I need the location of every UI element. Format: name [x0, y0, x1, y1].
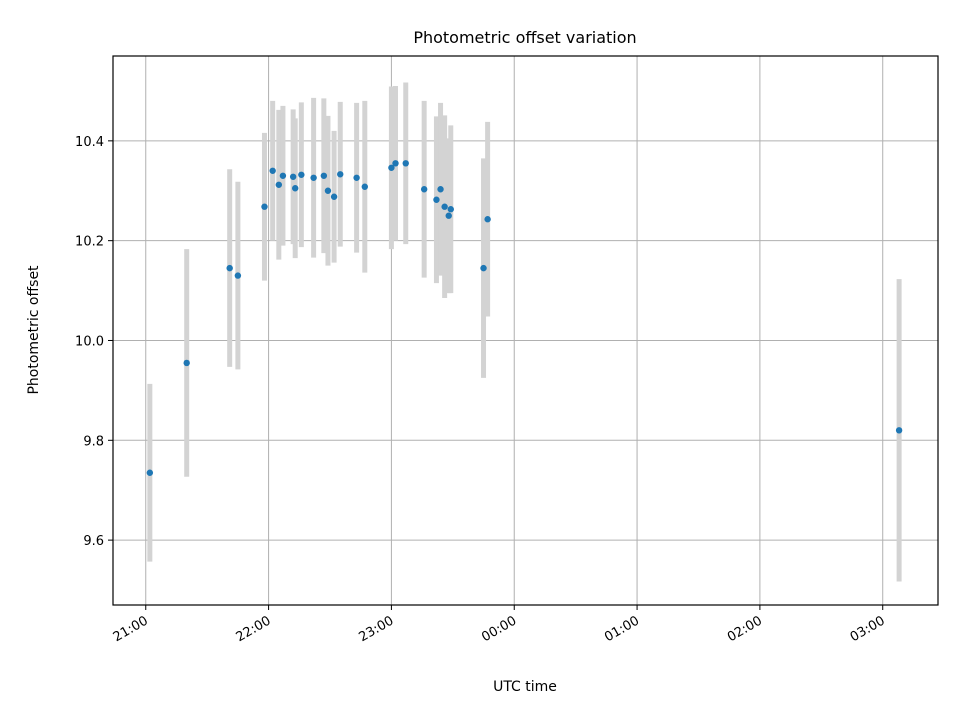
y-tick-label: 10.2 [75, 235, 104, 250]
x-tick-label: 23:00 [356, 613, 396, 645]
data-point [234, 272, 242, 279]
y-axis-label: Photometric offset [26, 265, 42, 395]
y-tick-label: 9.6 [83, 534, 104, 549]
data-point [337, 171, 344, 178]
data-point [269, 167, 276, 174]
data-point [895, 427, 903, 434]
x-axis-label: UTC time [493, 679, 557, 695]
data-point [441, 203, 448, 210]
data-point [484, 216, 491, 223]
data-point [480, 264, 487, 272]
data-point [447, 206, 454, 213]
y-tick-label: 10.4 [75, 135, 104, 150]
data-points [146, 160, 903, 476]
data-point [361, 183, 368, 190]
x-tick-label: 02:00 [725, 613, 765, 645]
data-point [298, 171, 305, 178]
data-point [310, 174, 317, 181]
x-tick-label: 03:00 [848, 613, 888, 645]
chart-title: Photometric offset variation [413, 28, 636, 47]
data-point [420, 186, 428, 193]
data-point [402, 160, 409, 167]
x-ticks: 21:00 22:00 23:00 00:00 01:00 02:00 03:00 [111, 605, 888, 645]
data-point [353, 174, 360, 181]
data-point [275, 181, 283, 188]
x-tick-label: 21:00 [111, 613, 151, 645]
data-point [445, 212, 452, 219]
data-point [289, 173, 297, 180]
data-point [146, 469, 154, 476]
data-point [320, 172, 328, 179]
data-point [392, 160, 399, 167]
plot-frame [112, 55, 939, 606]
y-tick-label: 10.0 [75, 334, 104, 349]
y-tick-label: 9.8 [83, 434, 104, 449]
data-point [261, 203, 268, 210]
x-tick-label: 00:00 [479, 613, 519, 645]
data-point [291, 185, 299, 192]
data-point [183, 359, 190, 367]
data-point [324, 187, 332, 194]
data-point [388, 164, 395, 171]
data-point [433, 196, 440, 203]
data-point [330, 193, 338, 200]
y-ticks: 9.6 9.8 10.0 10.2 10.4 [75, 135, 113, 549]
data-point [279, 172, 287, 179]
data-point [226, 264, 233, 272]
x-tick-label: 01:00 [602, 613, 642, 645]
data-point [437, 186, 444, 193]
error-bars [147, 82, 902, 582]
x-tick-label: 22:00 [234, 613, 274, 645]
